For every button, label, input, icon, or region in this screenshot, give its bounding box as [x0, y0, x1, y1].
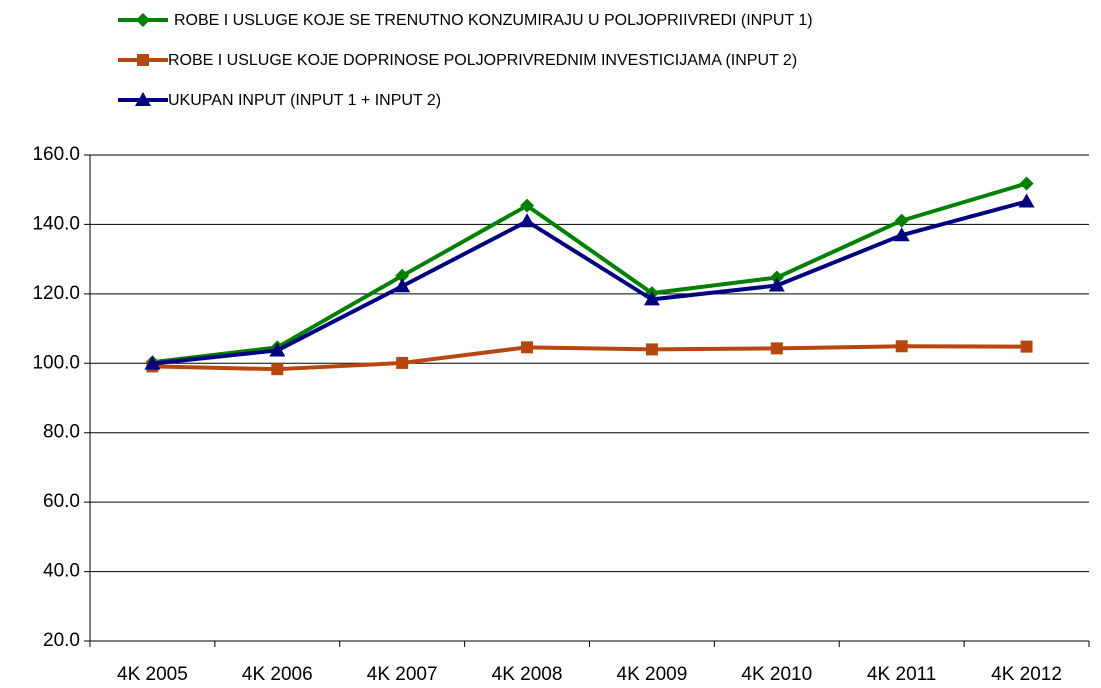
y-tick-label: 160.0 [32, 144, 80, 165]
data-point [895, 340, 908, 353]
y-tick-label: 120.0 [32, 283, 80, 304]
legend-marker [137, 54, 149, 66]
data-point [271, 363, 284, 376]
x-tick-label: 4K 2012 [991, 664, 1062, 685]
data-point [894, 213, 909, 228]
x-tick-label: 4K 2006 [242, 664, 313, 685]
data-point [1020, 340, 1033, 353]
y-tick-label: 60.0 [43, 491, 80, 512]
x-tick-label: 4K 2007 [367, 664, 438, 685]
y-tick-label: 80.0 [43, 422, 80, 443]
legend-label: ROBE I USLUGE KOJE DOPRINOSE POLJOPRIVRE… [168, 52, 797, 69]
data-point [1018, 193, 1035, 208]
data-point [521, 341, 534, 354]
series-line [152, 199, 1028, 366]
legend-label: UKUPAN INPUT (INPUT 1 + INPUT 2) [168, 92, 441, 109]
data-point [144, 355, 161, 370]
data-point [1019, 176, 1034, 191]
data-point [394, 278, 411, 293]
data-point [893, 227, 910, 242]
y-tick-label: 40.0 [43, 561, 80, 582]
legend-label: ROBE I USLUGE KOJE SE TRENUTNO KONZUMIRA… [174, 12, 813, 29]
data-point [519, 213, 536, 228]
x-tick-label: 4K 2011 [867, 664, 936, 685]
data-point [645, 343, 658, 356]
y-tick-label: 100.0 [32, 352, 80, 373]
y-tick-label: 20.0 [43, 630, 80, 651]
x-tick-label: 4K 2005 [117, 664, 188, 685]
data-point [770, 342, 783, 355]
data-point [396, 356, 409, 369]
x-tick-label: 4K 2009 [617, 664, 688, 685]
data-point [520, 198, 535, 213]
data-point [269, 342, 286, 357]
data-point [395, 268, 410, 283]
legend-marker [135, 92, 151, 106]
x-tick-label: 4K 2008 [492, 664, 563, 685]
data-point [643, 291, 660, 306]
y-tick-label: 140.0 [32, 213, 80, 234]
series-line [152, 344, 1027, 372]
series-line [152, 181, 1028, 365]
legend-marker [136, 13, 150, 27]
x-tick-label: 4K 2010 [741, 664, 812, 685]
data-point [768, 277, 785, 292]
